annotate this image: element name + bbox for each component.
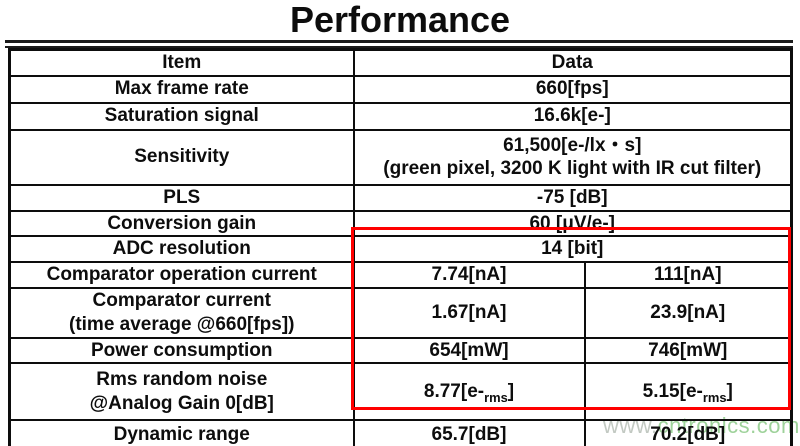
table-row: Saturation signal 16.6k[e-] [8,101,793,131]
table-row: Comparator current (time average @660[fp… [8,287,793,339]
rms-b-subscript: rms [702,389,727,405]
row-value-b-dynamic-range: 70.2[dB] [583,419,793,446]
row-value-conversion-gain: 60 [μV/e-] [352,209,793,238]
watermark-text: cntronics.com [657,413,800,438]
table-row: Rms random noise @Analog Gain 0[dB] 8.77… [8,362,793,422]
row-label-dynamic-range: Dynamic range [8,419,355,446]
row-value-adc-resolution: 14 [bit] [352,235,793,264]
rms-a-pre: 8.77[e- [423,380,485,402]
rms-a-post: ] [507,380,515,402]
row-label-max-frame-rate: Max frame rate [8,74,355,104]
row-value-b-rms-random-noise: 5.15[e-rms] [583,362,793,422]
page-title: Performance [289,0,511,40]
row-value-a-power-consumption: 654[mW] [352,336,586,365]
row-value-pls: -75 [dB] [352,183,793,212]
row-value-a-comparator-operation-current: 7.74[nA] [352,261,586,289]
rms-b-pre: 5.15[e- [642,380,703,402]
rms-b-post: ] [726,380,733,402]
table-row: Conversion gain 60 [μV/e-] [8,209,793,238]
row-label-comparator-current: Comparator current (time average @660[fp… [8,287,355,339]
header-item: Item [8,48,355,77]
row-value-sensitivity: 61,500[e-/lx・s] (green pixel, 3200 K lig… [352,128,793,186]
watermark: www.cntronics.com [603,413,800,439]
table-row: PLS -75 [dB] [8,183,793,212]
watermark-prefix: www. [603,413,658,438]
row-label-power-consumption: Power consumption [8,336,355,365]
table-row: Dynamic range 65.7[dB] 70.2[dB] [8,419,793,446]
row-value-a-rms-random-noise: 8.77[e-rms] [352,362,586,422]
table-row: Comparator operation current 7.74[nA] 11… [8,261,793,289]
table-header-row: Item Data [8,48,793,77]
comparator-current-label-line1: Comparator current [92,290,271,311]
table-row: Max frame rate 660[fps] [8,74,793,104]
row-label-adc-resolution: ADC resolution [8,235,355,264]
rms-a-subscript: rms [484,389,508,405]
header-data: Data [352,48,793,77]
comparator-current-label-line2: (time average @660[fps]) [69,313,295,335]
rms-noise-label-line2: @Analog Gain 0[dB] [89,392,274,414]
sensitivity-value-line2: (green pixel, 3200 K light with IR cut f… [383,158,762,180]
row-value-b-comparator-operation-current: 111[nA] [583,261,793,289]
row-label-conversion-gain: Conversion gain [8,209,355,238]
row-value-b-power-consumption: 746[mW] [583,336,793,365]
row-label-saturation-signal: Saturation signal [8,101,355,131]
sensitivity-value-line1: 61,500[e-/lx・s] [503,134,642,156]
row-label-pls: PLS [8,183,355,212]
row-label-comparator-operation-current: Comparator operation current [8,261,355,289]
row-value-saturation-signal: 16.6k[e-] [352,101,793,131]
table-row: Power consumption 654[mW] 746[mW] [8,336,793,365]
title-divider [5,40,793,48]
table-row: ADC resolution 14 [bit] [8,235,793,264]
row-value-a-dynamic-range: 65.7[dB] [352,419,586,446]
row-value-a-comparator-current: 1.67[nA] [352,287,586,339]
row-value-max-frame-rate: 660[fps] [352,74,793,104]
table-row: Sensitivity 61,500[e-/lx・s] (green pixel… [8,128,793,186]
performance-table: Item Data Max frame rate 660[fps] Satura… [8,48,793,446]
row-value-b-comparator-current: 23.9[nA] [583,287,793,339]
row-label-rms-random-noise: Rms random noise @Analog Gain 0[dB] [8,362,355,422]
rms-noise-label-line1: Rms random noise [96,369,268,390]
row-label-sensitivity: Sensitivity [8,128,355,186]
